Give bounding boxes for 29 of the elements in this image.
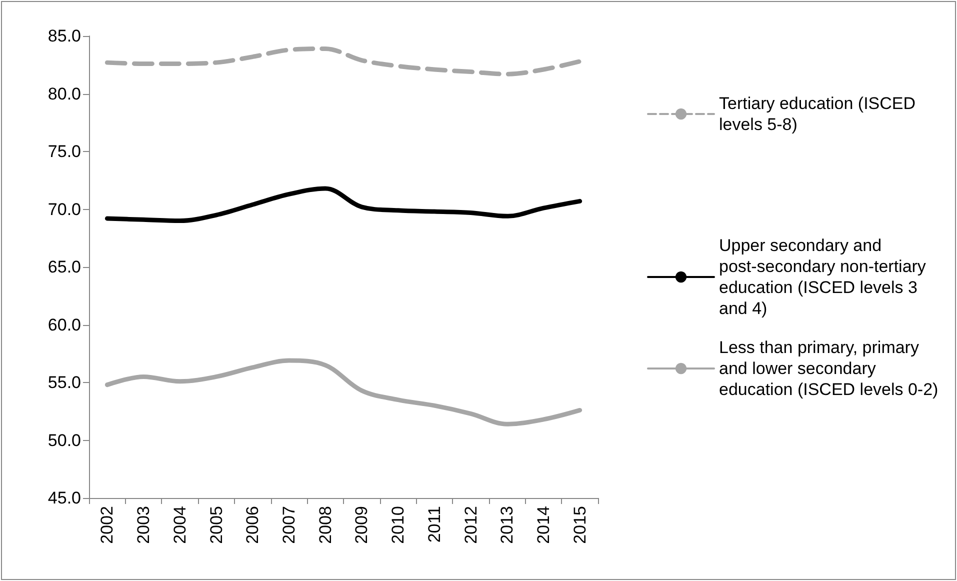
y-tick-label: 70.0 (48, 200, 81, 219)
x-tick-label: 2014 (534, 506, 553, 544)
x-tick-label: 2010 (388, 506, 408, 544)
x-tick-label: 2013 (498, 506, 517, 544)
y-tick-label: 65.0 (48, 258, 81, 276)
x-tick-label: 2011 (424, 506, 444, 543)
x-tick-label: 2003 (134, 506, 154, 544)
x-tick-label: 2012 (461, 506, 480, 544)
y-tick-label: 80.0 (48, 84, 81, 104)
y-tick-label: 75.0 (48, 142, 81, 161)
y-tick-label: 45.0 (48, 488, 81, 508)
y-tick-label: 50.0 (48, 430, 81, 450)
y-tick-label: 60.0 (48, 315, 81, 334)
x-tick-label: 2008 (316, 506, 335, 544)
y-tick-label: 85.0 (48, 26, 81, 46)
x-tick-label: 2004 (170, 506, 190, 544)
x-tick-label: 2009 (352, 506, 372, 544)
line-series (104, 46, 582, 76)
legend-label: Upper secondary and post-secondary non-tertiary education (ISCED levels 3 and 4) (719, 236, 931, 318)
line-series (104, 186, 582, 224)
x-tick-label: 2006 (243, 506, 262, 544)
x-tick-label: 2005 (206, 506, 226, 544)
x-tick-label: 2015 (570, 506, 590, 544)
y-tick-label: 55.0 (48, 373, 81, 392)
legend-label: Less than primary, primary and lower secondary education (ISCED levels 0-2) (719, 338, 938, 399)
line-series (104, 358, 582, 426)
x-tick-label: 2002 (98, 506, 117, 544)
legend-label: Tertiary education (ISCED levels 5-8) (719, 94, 920, 134)
x-tick-label: 2007 (279, 506, 298, 544)
